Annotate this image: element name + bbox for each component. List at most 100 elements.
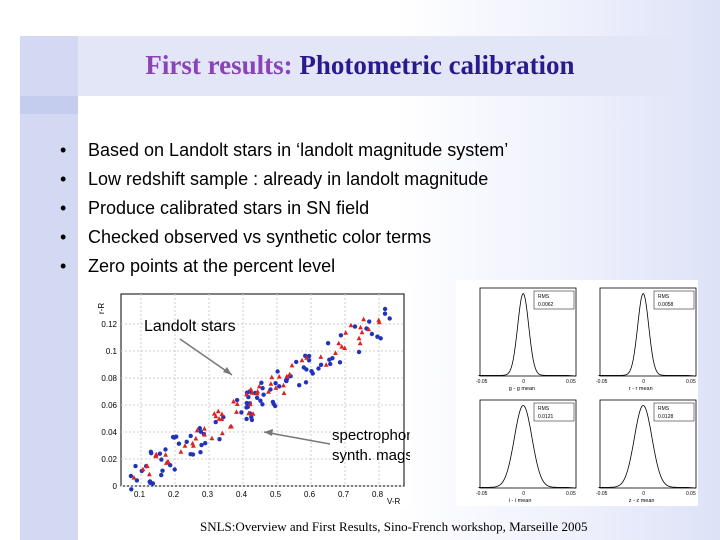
landolt-point <box>378 336 383 341</box>
annotation-spectro-line1: spectrophometric <box>332 427 410 444</box>
landolt-point <box>172 467 177 472</box>
landolt-point <box>260 402 265 407</box>
spectro-point <box>194 427 200 433</box>
spectro-point <box>209 435 215 441</box>
plot-gridlines <box>121 294 404 487</box>
bullet-list: • Based on Landolt stars in ‘landolt magn… <box>60 136 508 281</box>
spectro-point <box>268 381 274 386</box>
landolt-point <box>382 306 388 312</box>
spectro-point <box>191 443 196 448</box>
landolt-point <box>316 366 321 371</box>
x-tick-label: -0.05 <box>476 379 488 385</box>
spectro-point <box>202 432 207 437</box>
landolt-point <box>303 380 309 385</box>
plot-points <box>128 306 392 492</box>
spectro-point <box>299 357 305 363</box>
landolt-point <box>382 311 388 316</box>
spectro-point <box>318 354 324 359</box>
landolt-point <box>168 463 173 468</box>
landolt-point <box>129 487 134 492</box>
spectro-point <box>234 409 239 414</box>
annotation-spectro-line2: synth. mags <box>332 447 410 464</box>
bullet-item: • Low redshift sample : already in landol… <box>60 165 508 194</box>
slide-title: First results: Photometric calibration <box>0 50 720 81</box>
landolt-point <box>275 369 280 374</box>
landolt-point <box>268 387 273 392</box>
x-tick-label: 0 <box>522 491 525 497</box>
y-axis-label: r-R <box>97 303 106 314</box>
spectro-point <box>165 459 170 464</box>
landolt-point <box>259 380 264 385</box>
bullet-dot: • <box>60 198 67 218</box>
histograms-svg: RMS 0.0062 -0.05 0 0.05 g - g mean RMS 0.0058 -0… <box>456 280 698 506</box>
landolt-point <box>367 319 372 324</box>
histogram-panel: RMS 0.0128 -0.05 0 0.05 z - z mean <box>596 399 697 504</box>
rms-label: RMS <box>538 406 550 412</box>
landolt-point <box>188 433 193 439</box>
histograms-image: RMS 0.0062 -0.05 0 0.05 g - g mean RMS 0.0058 -0… <box>456 280 698 506</box>
y-tick-label: 0.06 <box>101 401 117 410</box>
spectro-point <box>254 390 260 396</box>
y-tick-label: 0.08 <box>101 374 117 383</box>
landolt-point <box>213 419 218 425</box>
spectro-point <box>190 440 195 446</box>
spectro-point <box>376 319 382 325</box>
landolt-point <box>188 452 193 457</box>
y-tick-label: 0.04 <box>101 428 117 437</box>
arrow-spectro <box>263 431 331 445</box>
title-part2: Photometric calibration <box>299 50 575 80</box>
histogram-x-label: i - i mean <box>509 498 532 504</box>
spectro-point <box>131 475 137 480</box>
spectro-point <box>323 362 329 367</box>
landolt-point <box>338 333 344 338</box>
bullet-text: Based on Landolt stars in ‘landolt magni… <box>88 140 509 160</box>
spectro-point <box>356 335 362 341</box>
bullet-dot: • <box>60 140 67 160</box>
spectro-point <box>248 386 254 392</box>
spectro-point <box>357 340 363 346</box>
x-axis-label: V-R <box>387 497 401 506</box>
landolt-point <box>272 403 278 409</box>
landolt-point <box>294 359 299 365</box>
title-part1: First results: <box>145 50 293 80</box>
rms-label: RMS <box>658 406 670 412</box>
title-band <box>20 36 678 96</box>
landolt-point <box>244 405 249 410</box>
spectro-point <box>339 344 345 349</box>
rms-value: 0.0128 <box>658 414 674 420</box>
x-tick-label: 0 <box>642 491 645 497</box>
spectro-point <box>202 426 207 431</box>
stats-box <box>533 402 575 422</box>
landolt-point <box>217 437 222 442</box>
bullet-item: • Based on Landolt stars in ‘landolt magn… <box>60 136 508 165</box>
landolt-point <box>203 441 208 446</box>
spectro-point <box>215 408 221 414</box>
landolt-point <box>284 378 289 384</box>
spectro-point <box>140 466 146 472</box>
landolt-point <box>327 357 332 362</box>
scatter-plot-svg: 0.1 0.2 0.3 0.4 0.5 0.6 0.7 0.8 0.12 0.1 0.08 0.06 0… <box>84 282 448 508</box>
x-tick-label: -0.05 <box>596 379 608 385</box>
landolt-point <box>261 392 266 397</box>
arrowhead-spectro <box>264 429 273 436</box>
landolt-point <box>306 353 312 359</box>
spectro-point <box>276 374 282 379</box>
spectro-point <box>342 345 348 350</box>
spectro-point <box>304 355 309 360</box>
spectro-point <box>269 374 275 380</box>
histogram-curve <box>478 404 577 489</box>
spectro-point <box>359 329 365 335</box>
spectro-point <box>266 389 271 394</box>
landolt-point <box>318 362 324 367</box>
spectro-point <box>273 385 279 390</box>
x-tick-label: 0.05 <box>686 379 696 385</box>
spectro-point <box>348 322 354 328</box>
bullet-item: • Checked observed vs synthetic color ter… <box>60 223 508 252</box>
landolt-point <box>159 457 164 462</box>
y-tick-label: 0.12 <box>101 320 117 329</box>
landolt-point <box>260 386 265 391</box>
bullet-text: Zero points at the percent level <box>88 256 336 276</box>
spectro-point <box>193 435 199 441</box>
histogram-panel: RMS 0.0121 -0.05 0 0.05 i - i mean <box>476 399 577 504</box>
spectro-point <box>281 382 286 388</box>
